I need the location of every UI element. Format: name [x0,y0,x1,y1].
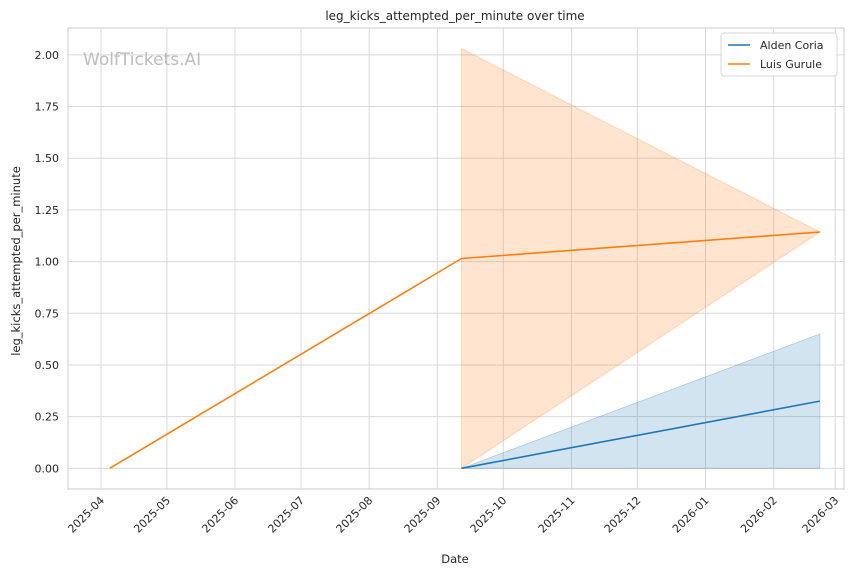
y-tick-label: 0.75 [35,307,60,320]
y-tick-labels: 0.00 0.25 0.50 0.75 1.00 1.25 1.50 1.75 2.00 [35,49,60,475]
y-tick-label: 1.75 [35,101,60,114]
x-tick-label: 2025-11 [536,494,578,536]
x-axis-label: Date [441,552,469,566]
y-tick-label: 0.25 [35,411,60,424]
x-tick-label: 2025-05 [131,494,173,536]
x-tick-label: 2026-03 [800,494,842,536]
x-tick-label: 2025-08 [334,494,376,536]
plot-frame [67,27,845,490]
x-tick-label: 2025-12 [602,494,644,536]
series-line-luis-gurule [109,231,820,470]
y-axis-label: leg_kicks_attempted_per_minute [9,166,23,356]
x-tick-label: 2025-06 [199,494,241,536]
legend-label-luis-gurule: Luis Gurule [760,58,822,71]
grid-lines [68,28,844,489]
y-tick-label: 1.50 [35,152,60,165]
y-tick-label: 1.25 [35,204,60,217]
x-tick-labels: 2025-04 2025-05 2025-06 2025-07 2025-08 2025-… [65,494,841,536]
y-tick-label: 2.00 [35,49,60,62]
x-tick-label: 2026-02 [738,494,780,536]
series-line-alden-coria [461,400,820,470]
x-tick-label: 2026-01 [670,494,712,536]
y-tick-label: 0.50 [35,359,60,372]
series-lines [109,231,820,470]
x-tick-label: 2025-10 [468,494,510,536]
legend-box [720,32,838,77]
x-tick-label: 2025-09 [402,494,444,536]
chart-title: leg_kicks_attempted_per_minute over time [325,9,584,23]
x-tick-label: 2025-07 [265,494,307,536]
legend-label-alden-coria: Alden Coria [760,39,824,52]
legend: Alden Coria Luis Gurule [720,32,838,77]
watermark: WolfTickets.AI [83,50,201,70]
y-tick-label: 1.00 [35,256,60,269]
x-tick-label: 2025-04 [65,494,107,536]
y-tick-label: 0.00 [35,462,60,475]
